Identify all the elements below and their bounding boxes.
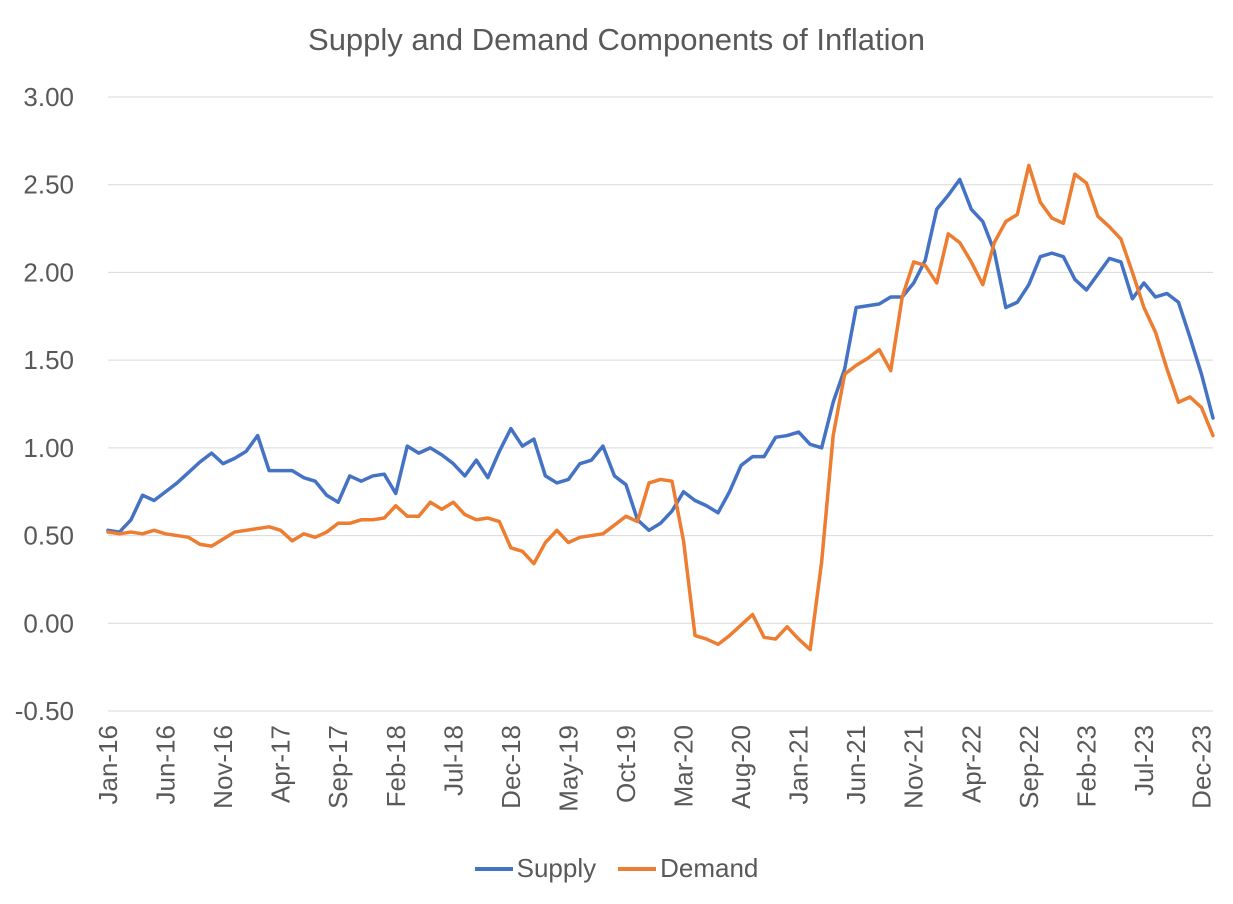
series-lines: [106, 163, 1215, 652]
x-tick-label: Mar-20: [669, 725, 699, 807]
legend: Supply Demand: [0, 853, 1233, 884]
x-tick-label: Oct-19: [611, 725, 641, 803]
y-tick-label: 2.00: [23, 257, 74, 287]
x-tick-label: Jul-23: [1129, 725, 1159, 796]
x-tick-label: Apr-17: [266, 725, 296, 803]
legend-swatch: [618, 866, 657, 871]
y-axis-ticks: 3.00 2.50 2.00 1.50 1.00 0.50 0.00 -0.50: [15, 82, 74, 726]
x-tick-label: Dec-18: [496, 725, 526, 809]
x-tick-label: Aug-20: [726, 725, 756, 809]
x-tick-label: Feb-23: [1071, 725, 1101, 807]
y-tick-label: 0.00: [23, 608, 74, 638]
x-tick-label: Feb-18: [381, 725, 411, 807]
x-tick-label: Jun-16: [151, 725, 181, 805]
x-tick-label: Nov-16: [208, 725, 238, 809]
y-tick-label: 0.50: [23, 521, 74, 551]
x-tick-label: May-19: [553, 725, 583, 812]
chart-title: Supply and Demand Components of Inflatio…: [308, 22, 925, 57]
x-tick-label: Sep-17: [323, 725, 353, 809]
legend-item-demand: Demand: [618, 853, 758, 884]
y-tick-label: -0.50: [15, 696, 74, 726]
series-line-demand: [106, 163, 1215, 652]
x-tick-label: Nov-21: [899, 725, 929, 809]
x-axis-ticks: Jan-16 Jun-16 Nov-16 Apr-17 Sep-17 Feb-18 Jul-…: [93, 725, 1216, 812]
gridlines: [108, 96, 1213, 712]
x-tick-label: Sep-22: [1014, 725, 1044, 809]
legend-item-supply: Supply: [474, 853, 597, 884]
y-tick-label: 3.00: [23, 82, 74, 112]
legend-label: Demand: [660, 853, 759, 883]
x-tick-label: Jul-18: [438, 725, 468, 796]
y-tick-label: 1.50: [23, 345, 74, 375]
x-tick-label: Jun-21: [841, 725, 871, 805]
series-line-supply: [106, 177, 1215, 534]
y-tick-label: 1.00: [23, 433, 74, 463]
x-tick-label: Jan-21: [784, 725, 814, 805]
legend-swatch: [474, 866, 513, 871]
x-tick-label: Apr-22: [956, 725, 986, 803]
y-tick-label: 2.50: [23, 170, 74, 200]
x-tick-label: Jan-16: [93, 725, 123, 805]
legend-label: Supply: [516, 853, 597, 883]
x-tick-label: Dec-23: [1186, 725, 1216, 809]
